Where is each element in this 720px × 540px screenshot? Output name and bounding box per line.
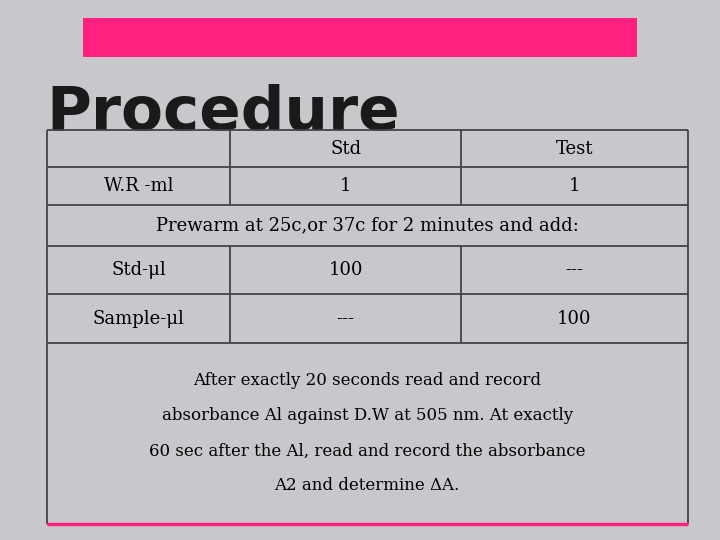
- Text: ---: ---: [565, 261, 583, 279]
- Text: W.R -ml: W.R -ml: [104, 177, 174, 195]
- Text: Std: Std: [330, 139, 361, 158]
- Text: 1: 1: [340, 177, 351, 195]
- Text: Sample-μl: Sample-μl: [93, 309, 184, 328]
- Text: Procedure: Procedure: [47, 84, 400, 143]
- Text: Std-μl: Std-μl: [111, 261, 166, 279]
- Text: 60 sec after the Al, read and record the absorbance: 60 sec after the Al, read and record the…: [149, 442, 585, 460]
- Text: Test: Test: [555, 139, 593, 158]
- Text: absorbance Al against D.W at 505 nm. At exactly: absorbance Al against D.W at 505 nm. At …: [161, 407, 573, 424]
- Text: 1: 1: [569, 177, 580, 195]
- Text: Prewarm at 25c,or 37c for 2 minutes and add:: Prewarm at 25c,or 37c for 2 minutes and …: [156, 217, 579, 234]
- Text: A2 and determine ΔA.: A2 and determine ΔA.: [274, 477, 460, 495]
- Text: ---: ---: [336, 309, 354, 328]
- Bar: [83, 18, 637, 57]
- Text: 100: 100: [328, 261, 363, 279]
- Text: 100: 100: [557, 309, 591, 328]
- Text: After exactly 20 seconds read and record: After exactly 20 seconds read and record: [193, 372, 541, 389]
